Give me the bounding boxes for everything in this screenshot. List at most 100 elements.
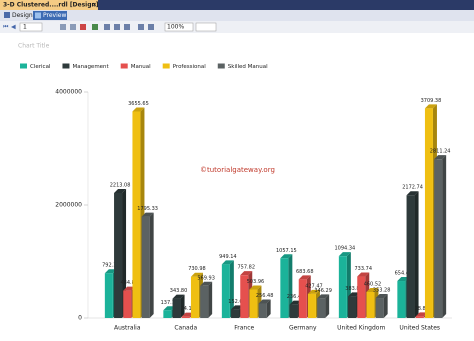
- data-label: 792.34: [102, 263, 120, 269]
- design-tab[interactable]: Design: [12, 12, 33, 19]
- data-label: 484.80: [121, 280, 139, 286]
- data-label: 137.11: [161, 300, 179, 306]
- data-label: 683.68: [296, 269, 314, 275]
- data-label: 949.14: [219, 254, 237, 260]
- bar: [397, 281, 406, 318]
- data-label: 3709.38: [421, 98, 442, 104]
- legend-swatch: [217, 63, 225, 69]
- page-input[interactable]: [19, 22, 43, 32]
- bar: [163, 310, 172, 318]
- data-label: 353.28: [373, 288, 391, 294]
- data-label: 3655.65: [128, 101, 149, 107]
- bar: [258, 303, 267, 318]
- data-label: 2811.24: [430, 149, 451, 155]
- bar-top: [200, 281, 213, 286]
- design-icon: [4, 12, 10, 18]
- data-label: 503.96: [247, 279, 265, 285]
- preview-tab-bg[interactable]: [33, 11, 67, 20]
- tab-title: 3-D Clustered....rdl [Design]: [3, 2, 99, 9]
- bar: [123, 290, 132, 318]
- bar-side: [288, 254, 293, 318]
- bar: [190, 276, 199, 318]
- legend-label: Professional: [173, 64, 207, 70]
- preview-tab[interactable]: Preview: [43, 12, 66, 19]
- bar: [280, 258, 289, 318]
- data-label: 757.82: [238, 265, 256, 271]
- prev-page[interactable]: ◀: [11, 24, 16, 31]
- tab-close[interactable]: ×: [92, 2, 97, 9]
- bar: [375, 298, 384, 318]
- legend-label: Clerical: [30, 64, 51, 70]
- bar: [415, 316, 424, 318]
- bar-top: [190, 272, 203, 277]
- legend-label: Skilled Manual: [228, 64, 268, 70]
- x-tick-label: Germany: [289, 325, 317, 332]
- bar: [434, 159, 443, 318]
- bar: [424, 108, 433, 318]
- bar-top: [181, 312, 194, 317]
- data-label: 1795.33: [137, 206, 158, 212]
- bar-top: [123, 286, 136, 291]
- preview-icon: [35, 12, 41, 19]
- bar: [338, 256, 347, 318]
- bar-top: [406, 191, 419, 196]
- y-tick-label: 0: [78, 315, 82, 322]
- data-label: 730.98: [188, 266, 206, 272]
- x-tick-label: Australia: [114, 325, 141, 332]
- bar: [357, 276, 366, 318]
- data-label: 236.40: [287, 294, 305, 300]
- bar-top: [104, 269, 117, 274]
- bar-top: [231, 305, 244, 310]
- data-label: 28.80: [415, 306, 429, 312]
- bar: [141, 216, 150, 318]
- bar-top: [280, 254, 293, 259]
- bar-side: [180, 294, 185, 318]
- bar: [114, 192, 123, 318]
- bar-top: [240, 271, 253, 276]
- bar-top: [298, 275, 311, 280]
- legend-label: Management: [72, 64, 109, 70]
- search-input[interactable]: [195, 22, 217, 32]
- bar: [231, 309, 240, 318]
- chart-title: Chart Title: [18, 43, 50, 50]
- bar: [221, 264, 230, 318]
- bar-top: [366, 287, 379, 292]
- bar-side: [149, 212, 154, 318]
- x-tick-label: United Kingdom: [337, 325, 385, 332]
- bar-top: [132, 107, 145, 112]
- bar: [317, 298, 326, 318]
- legend-swatch: [120, 63, 128, 69]
- data-label: 2213.08: [110, 182, 131, 188]
- data-label: 152.61: [228, 299, 246, 305]
- bar-top: [114, 188, 127, 193]
- x-tick-label: United States: [399, 325, 440, 332]
- data-label: 427.47: [305, 283, 323, 289]
- data-label: 383.80: [345, 286, 363, 292]
- bar-side: [383, 294, 388, 318]
- bar-side: [325, 294, 330, 318]
- data-label: 733.74: [355, 266, 373, 272]
- bar-top: [357, 272, 370, 277]
- bar: [181, 316, 190, 318]
- active-tab[interactable]: [0, 0, 98, 10]
- zoom-select[interactable]: [164, 22, 194, 32]
- bar-top: [415, 312, 428, 317]
- data-label: 343.80: [170, 288, 188, 294]
- toolbar-icons: [60, 24, 154, 30]
- zoom-level: 100%: [167, 24, 184, 31]
- data-label: 654.42: [395, 271, 413, 277]
- legend-label: Manual: [131, 64, 151, 70]
- first-page[interactable]: ⏮: [3, 24, 9, 31]
- bar-top: [141, 212, 154, 217]
- bar-side: [442, 155, 447, 318]
- bar: [348, 296, 357, 318]
- bar-top: [258, 299, 271, 304]
- data-label: 1057.15: [276, 248, 297, 254]
- data-label: 24.12: [181, 306, 195, 312]
- bar-top: [397, 277, 410, 282]
- bar-side: [229, 260, 234, 318]
- page-number: 1: [23, 24, 27, 31]
- bar-top: [375, 294, 388, 299]
- bar-side: [208, 281, 213, 318]
